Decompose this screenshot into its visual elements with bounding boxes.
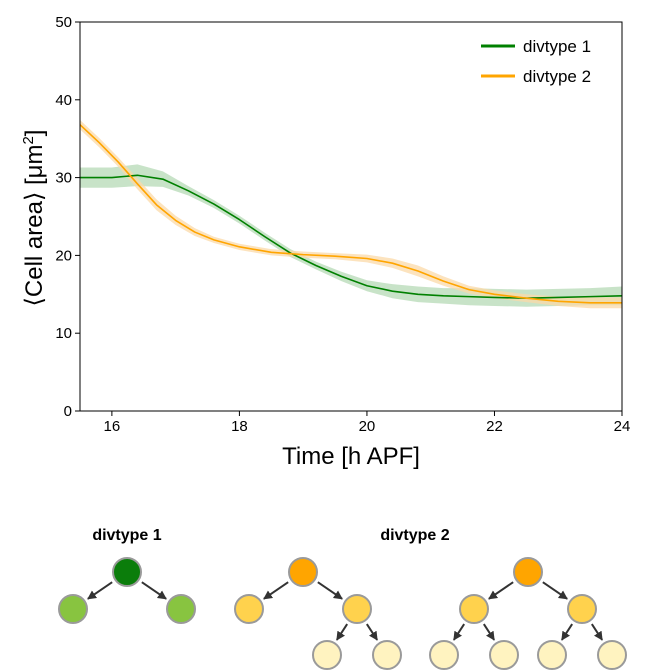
divtype2-mother-cell xyxy=(513,557,543,587)
legend-label-2: divtype 2 xyxy=(523,67,591,86)
division-arrow xyxy=(87,581,113,600)
y-tick-label: 0 xyxy=(64,403,72,420)
division-arrow xyxy=(365,623,379,641)
divtype2-daughter-cell xyxy=(342,594,372,624)
x-tick-label: 22 xyxy=(486,418,503,435)
divtype1-daughter-cell xyxy=(166,594,196,624)
plot-frame xyxy=(79,21,623,412)
division-arrow xyxy=(488,581,514,600)
divtype1-daughter-cell xyxy=(58,594,88,624)
divtype2-granddaughter-cell xyxy=(372,640,402,670)
series-line-2 xyxy=(80,124,622,304)
x-tick-label: 20 xyxy=(359,418,376,435)
division-arrow xyxy=(335,623,349,641)
divtype2-daughter-cell xyxy=(567,594,597,624)
confidence-band-series-1 xyxy=(80,164,622,307)
divtype2-granddaughter-cell xyxy=(597,640,627,670)
y-tick-label: 10 xyxy=(55,325,72,342)
divtype1-title: divtype 1 xyxy=(92,527,161,544)
division-type-diagram: divtype 1 divtype 2 xyxy=(58,527,627,670)
division-arrow xyxy=(263,581,289,600)
x-axis-label: Time [h APF] xyxy=(282,443,420,470)
division-arrow xyxy=(590,623,604,641)
series-line-1 xyxy=(80,174,622,299)
y-tick-label: 20 xyxy=(55,247,72,264)
y-tick-label: 50 xyxy=(55,14,72,31)
legend-label-1: divtype 1 xyxy=(523,37,591,56)
y-axis-label: ⟨Cell area⟩ [μm2] xyxy=(20,130,48,307)
divtype2-daughter-cell xyxy=(234,594,264,624)
y-tick-label: 30 xyxy=(55,170,72,187)
division-arrow xyxy=(141,581,167,600)
divtype2-granddaughter-cell xyxy=(489,640,519,670)
division-arrow xyxy=(452,623,466,641)
y-tick-label: 40 xyxy=(55,92,72,109)
divtype1-mother-cell xyxy=(112,557,142,587)
division-arrow xyxy=(542,581,568,600)
x-tick-label: 16 xyxy=(104,418,121,435)
division-arrow xyxy=(560,623,574,641)
divtype2-granddaughter-cell xyxy=(312,640,342,670)
x-tick-label: 24 xyxy=(614,418,631,435)
divtype2-title: divtype 2 xyxy=(380,527,449,544)
divtype2-mother-cell xyxy=(288,557,318,587)
divtype2-granddaughter-cell xyxy=(429,640,459,670)
x-tick-label: 18 xyxy=(231,418,248,435)
division-arrow xyxy=(482,623,496,641)
division-arrow xyxy=(317,581,343,600)
divtype2-daughter-cell xyxy=(459,594,489,624)
divtype2-granddaughter-cell xyxy=(537,640,567,670)
